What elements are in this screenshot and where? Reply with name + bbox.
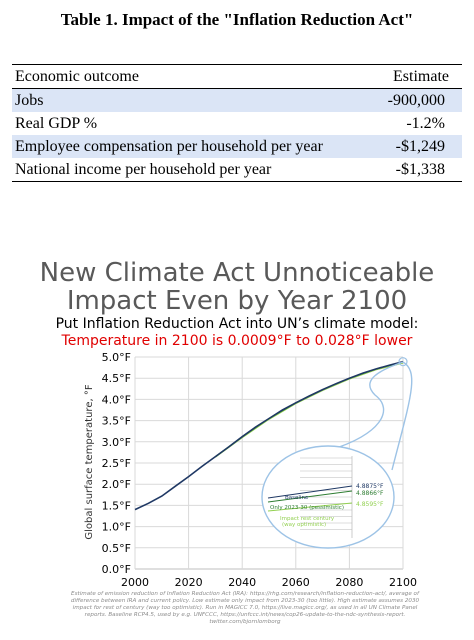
table-row: Jobs -900,000 (12, 88, 462, 112)
inset-label-pessimistic: Only 2023-30 (pessimistic) (270, 505, 344, 511)
row-value-national-income: -$1,338 (395, 160, 445, 178)
y-tick-label: 1.5°F (102, 499, 131, 512)
inset-optimistic-line (267, 502, 353, 512)
chart-footnote: Estimate of emission reduction of Inflat… (70, 591, 420, 625)
y-tick-label: 2.0°F (102, 478, 131, 491)
row-label-national-income: National income per household per year (15, 160, 272, 178)
inset-label-optimistic-1: Impact rest century (280, 516, 335, 522)
inset-baseline-line (267, 485, 353, 499)
series-line-2 (215, 362, 404, 458)
x-tick-label: 2000 (121, 576, 149, 589)
table-header-row: Economic outcome Estimate (12, 65, 462, 88)
zoom-connector (329, 361, 404, 451)
y-axis-label: Global surface temperature, °F (84, 384, 95, 539)
inset-value-baseline: 4.8875°F (356, 483, 384, 490)
x-tick-label: 2060 (282, 576, 310, 589)
row-value-jobs: -900,000 (387, 91, 445, 109)
impact-table: Economic outcome Estimate Jobs -900,000 … (12, 64, 462, 182)
table-row: Employee compensation per household per … (12, 135, 462, 158)
y-tick-label: 0.5°F (102, 542, 131, 555)
x-tick-label: 2020 (175, 576, 203, 589)
header-estimate: Estimate (393, 67, 449, 85)
row-value-gdp: -1.2% (406, 114, 445, 132)
chart-subtitle: Put Inflation Reduction Act into UN’s cl… (55, 316, 419, 332)
row-label-gdp: Real GDP % (15, 114, 98, 132)
inset-label-optimistic-2: (way optimistic) (282, 522, 326, 528)
inset-label-baseline: Baseline (285, 495, 309, 501)
x-tick-label: 2040 (228, 576, 256, 589)
y-tick-label: 0.0°F (102, 563, 131, 576)
series-line-0 (134, 360, 404, 511)
table-row: Real GDP % -1.2% (12, 112, 462, 135)
inset-pessimistic-line (267, 490, 353, 503)
y-tick-label: 4.5°F (102, 372, 131, 385)
y-tick-label: 4.0°F (102, 393, 131, 406)
y-tick-label: 2.5°F (102, 457, 131, 470)
zoom-connector (391, 361, 413, 471)
inset-value-optimistic: 4.8595°F (356, 501, 384, 508)
table-title: Table 1. Impact of the "Inflation Reduct… (60, 10, 414, 29)
zoom-target-circle (398, 357, 408, 367)
chart-title-line-2: Impact Even by Year 2100 (66, 286, 408, 316)
x-tick-label: 2080 (335, 576, 363, 589)
x-tick-label: 2100 (389, 576, 417, 589)
inset-value-pessimistic: 4.8866°F (356, 490, 384, 497)
y-tick-label: 3.0°F (102, 436, 131, 449)
y-tick-label: 3.5°F (102, 415, 131, 428)
table-row: National income per household per year -… (12, 158, 462, 181)
chart-title-line-1: New Climate Act Unnoticeable (39, 258, 435, 288)
row-label-jobs: Jobs (15, 91, 44, 109)
y-tick-label: 5.0°F (102, 351, 131, 364)
chart-highlight: Temperature in 2100 is 0.0009°F to 0.028… (61, 333, 413, 349)
row-value-employee-compensation: -$1,249 (395, 137, 445, 155)
header-economic-outcome: Economic outcome (15, 67, 139, 85)
row-label-employee-compensation: Employee compensation per household per … (15, 137, 323, 155)
y-tick-label: 1.0°F (102, 521, 131, 534)
